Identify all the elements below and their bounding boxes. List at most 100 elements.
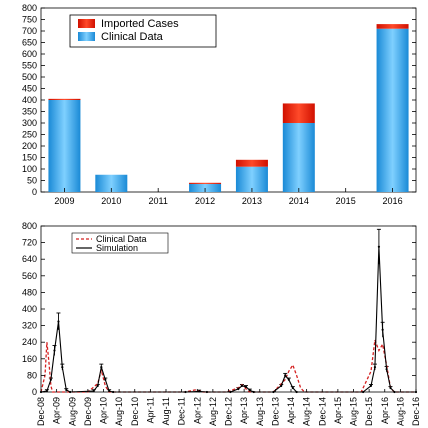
sim-point-2012-12-16 [229, 390, 232, 394]
y-tick-label-300: 300 [22, 118, 37, 128]
bar-clinical-data-2009 [48, 100, 81, 192]
sim-point-2010-01-16 [92, 389, 95, 393]
y-tick-label-450: 450 [22, 84, 37, 94]
sim-point-2010-02-16 [96, 384, 99, 387]
x2-tick-label-Aug-11: Aug-11 [161, 397, 171, 425]
y-tick-label-100: 100 [22, 164, 37, 174]
sim-point-2012-04-16 [198, 390, 201, 393]
bar-clinical-data-2016 [376, 28, 409, 193]
x2-tick-label-Dec-15: Dec-15 [364, 397, 374, 426]
sim-point-2014-01-16 [280, 384, 283, 387]
time-series-chart: 0 80 160 240 320 400 480 560 640 720 800 Dec-08 Apr… [22, 221, 421, 426]
x2-tick-label-Dec-10: Dec-10 [130, 397, 140, 426]
sim-point-2010-04-16 [104, 378, 107, 381]
y2-tick-label-0: 0 [32, 387, 37, 397]
x2-tick-label-Dec-14: Dec-14 [317, 397, 327, 426]
simulation-error-bars [44, 228, 393, 392]
sim-point-2010-03-16 [100, 366, 103, 369]
legend-label-clinical-data: Clinical Data [101, 31, 164, 43]
sim-point-2009-06-16 [65, 388, 68, 392]
sim-point-2016-04-16 [385, 368, 388, 371]
x-tick-label-2014: 2014 [289, 196, 309, 206]
y2-tick-label-400: 400 [22, 304, 37, 314]
y-tick-label-650: 650 [22, 38, 37, 48]
sim-point-2009-02-16 [49, 378, 52, 381]
legend-swatch-clinical-data [78, 32, 95, 41]
sim-point-2013-03-16 [240, 384, 244, 387]
x2-tick-label-Aug-16: Aug-16 [395, 397, 405, 426]
x2-tick-label-Apr-10: Apr-10 [99, 397, 109, 424]
sim-point-2009-07-16 [69, 390, 72, 394]
bar-clinical-data-2012 [189, 183, 222, 192]
x2-tick-label-Aug-13: Aug-13 [255, 397, 265, 426]
y2-tick-label-560: 560 [22, 271, 37, 281]
sim-point-2015-12-16 [369, 384, 373, 387]
series-lines [39, 245, 418, 394]
sim-point-2012-01-01 [184, 390, 187, 394]
sim-point-2009-05-16 [61, 366, 64, 369]
sim-point-2009-04-16 [57, 320, 60, 323]
sim-point-2013-11-16 [272, 390, 275, 394]
y-tick-label-500: 500 [22, 72, 37, 82]
bar-imported-cases-2013 [235, 159, 268, 167]
y2-tick-label-160: 160 [22, 354, 37, 364]
series-line-simulation [40, 246, 416, 393]
sim-point-2014-02-16 [284, 374, 287, 377]
bar-clinical-data-2014 [282, 123, 315, 192]
legend-label-clinical-data-2: Clinical Data [96, 234, 147, 244]
sim-point-2010-06-16 [112, 390, 115, 394]
x2-tick-label-Apr-16: Apr-16 [380, 397, 390, 424]
x2-tick-label-Aug-10: Aug-10 [114, 397, 124, 426]
sim-point-2015-10-16 [362, 390, 365, 394]
sim-point-2013-05-16 [248, 389, 251, 392]
x-tick-label-2011: 2011 [149, 196, 168, 206]
x-tick-label-2012: 2012 [195, 196, 215, 206]
x2-tick-label-Aug-12: Aug-12 [208, 397, 218, 426]
sim-point-2014-04-16 [291, 386, 294, 389]
y-tick-label-400: 400 [22, 95, 37, 105]
y-tick-label-700: 700 [22, 26, 37, 36]
legend-swatch-imported-cases [78, 19, 95, 28]
y-tick-label-250: 250 [22, 130, 37, 140]
sim-point-2012-06-16 [205, 390, 209, 394]
y2-tick-label-240: 240 [22, 337, 37, 347]
x2-tick-label-Apr-14: Apr-14 [286, 397, 296, 424]
y-tick-label-800: 800 [22, 3, 37, 13]
legend-2: Clinical Data Simulation [71, 232, 169, 254]
bar-imported-cases-2009 [48, 98, 81, 100]
sim-point-2010-05-16 [108, 389, 111, 393]
bar-imported-cases-2014 [282, 103, 315, 123]
x2-tick-label-Dec-12: Dec-12 [224, 397, 234, 426]
legend-box-2 [71, 232, 169, 254]
y2-tick-label-720: 720 [22, 238, 37, 248]
bar-clinical-data-2013 [235, 166, 268, 192]
x2-tick-label-Dec-09: Dec-09 [83, 397, 93, 426]
y2-tick-label-80: 80 [27, 370, 37, 380]
x2-tick-label-Aug-09: Aug-09 [67, 397, 77, 426]
bars [48, 24, 409, 193]
sim-point-2016-03-16 [381, 328, 384, 331]
x2-tick-label-Dec-13: Dec-13 [270, 397, 280, 426]
sim-point-2016-02-16 [377, 245, 381, 248]
y-tick-label-200: 200 [22, 141, 37, 151]
sim-point-2013-04-16 [244, 385, 248, 388]
bar-clinical-data-2010 [95, 174, 128, 192]
x2-tick-label-Apr-12: Apr-12 [192, 397, 202, 424]
x-tick-label-2015: 2015 [336, 196, 356, 206]
y-tick-label-0: 0 [32, 187, 37, 197]
y-tick-label-50: 50 [27, 176, 37, 186]
y2-tick-label-640: 640 [22, 254, 37, 264]
sim-point-2013-06-16 [252, 390, 255, 394]
sim-point-2009-03-16 [53, 349, 56, 352]
x-axis-2: Dec-08 Apr-09 Aug-09 Dec-09 Apr-10 Aug-10 Dec-… [36, 389, 421, 426]
sim-point-2016-06-16 [393, 390, 396, 394]
x2-tick-label-Aug-14: Aug-14 [302, 397, 312, 426]
y-tick-label-600: 600 [22, 49, 37, 59]
sim-point-2016-05-16 [389, 386, 392, 389]
bar-imported-cases-2012 [189, 182, 222, 184]
y2-tick-label-320: 320 [22, 321, 37, 331]
x2-tick-label-Apr-09: Apr-09 [52, 397, 62, 424]
